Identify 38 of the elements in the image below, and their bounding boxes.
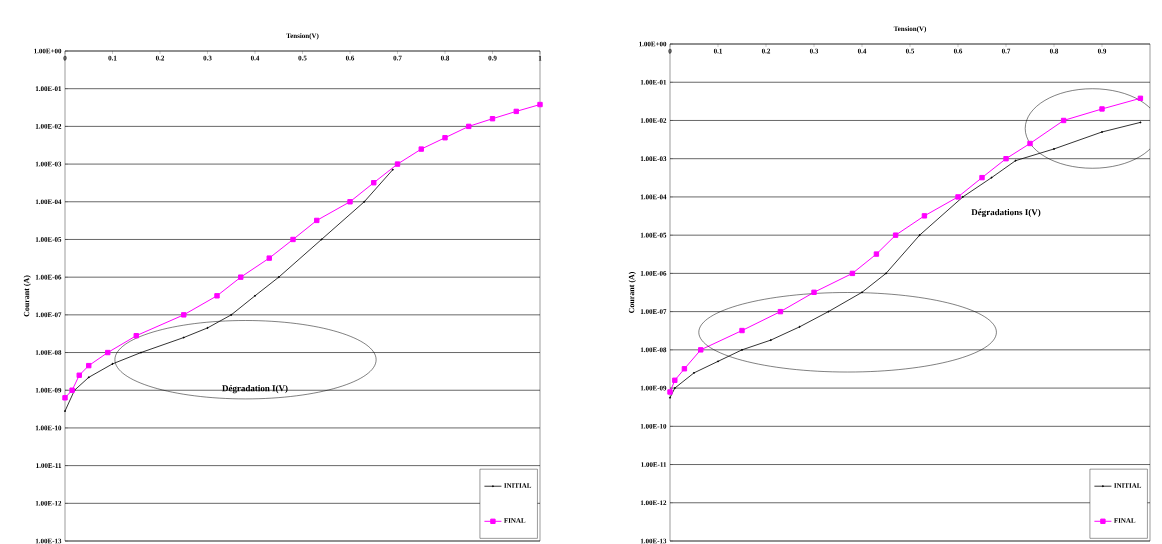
point: [418, 146, 424, 152]
point: [681, 366, 688, 372]
point: [181, 312, 187, 318]
point: [537, 101, 543, 108]
point: [489, 116, 496, 122]
point: [76, 372, 82, 378]
point: [238, 274, 244, 280]
point: [214, 293, 220, 299]
point: [466, 123, 472, 130]
point: [739, 327, 745, 334]
point: [105, 349, 111, 356]
point: [979, 174, 985, 181]
point: [442, 135, 448, 141]
point: [371, 180, 377, 186]
point: [69, 387, 75, 393]
point: [698, 347, 704, 353]
point: [133, 333, 139, 339]
point: [314, 217, 320, 224]
point: [347, 199, 353, 205]
point: [1003, 156, 1009, 162]
point: [266, 255, 272, 261]
point: [811, 289, 817, 295]
point: [955, 194, 961, 200]
point: [394, 161, 401, 167]
annotation: Dégradations I(V): [971, 208, 1041, 218]
point: [1137, 95, 1144, 101]
point: [667, 389, 673, 395]
point: [921, 213, 928, 219]
point: [873, 251, 880, 257]
annotation: Dégradation I(V): [222, 385, 288, 394]
point: [892, 232, 899, 238]
point: [62, 395, 68, 401]
point: [1099, 106, 1105, 112]
point: [672, 377, 678, 383]
point: [513, 108, 519, 115]
point: [1027, 140, 1033, 147]
point: [86, 362, 92, 369]
point: [290, 236, 296, 243]
